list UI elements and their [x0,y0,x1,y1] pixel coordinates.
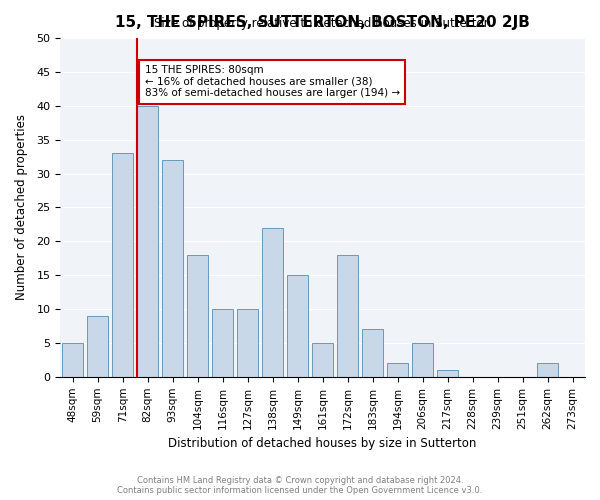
Bar [212,309,233,377]
Bar [337,255,358,377]
Bar [162,160,183,377]
Bar [387,364,408,377]
Bar [137,106,158,377]
Bar [87,316,108,377]
Bar [437,370,458,377]
Bar [537,364,558,377]
Bar [187,255,208,377]
Text: 15 THE SPIRES: 80sqm
← 16% of detached houses are smaller (38)
83% of semi-detac: 15 THE SPIRES: 80sqm ← 16% of detached h… [145,65,400,98]
Bar [287,275,308,377]
Y-axis label: Number of detached properties: Number of detached properties [15,114,28,300]
Bar [262,228,283,377]
Bar [112,154,133,377]
Bar [237,309,258,377]
Text: Size of property relative to detached houses in Sutterton: Size of property relative to detached ho… [154,16,491,30]
Bar [412,343,433,377]
Bar [362,330,383,377]
Bar [62,343,83,377]
Text: Contains HM Land Registry data © Crown copyright and database right 2024.
Contai: Contains HM Land Registry data © Crown c… [118,476,482,495]
Title: 15, THE SPIRES, SUTTERTON, BOSTON, PE20 2JB: 15, THE SPIRES, SUTTERTON, BOSTON, PE20 … [115,15,530,30]
Bar [312,343,333,377]
X-axis label: Distribution of detached houses by size in Sutterton: Distribution of detached houses by size … [169,437,477,450]
